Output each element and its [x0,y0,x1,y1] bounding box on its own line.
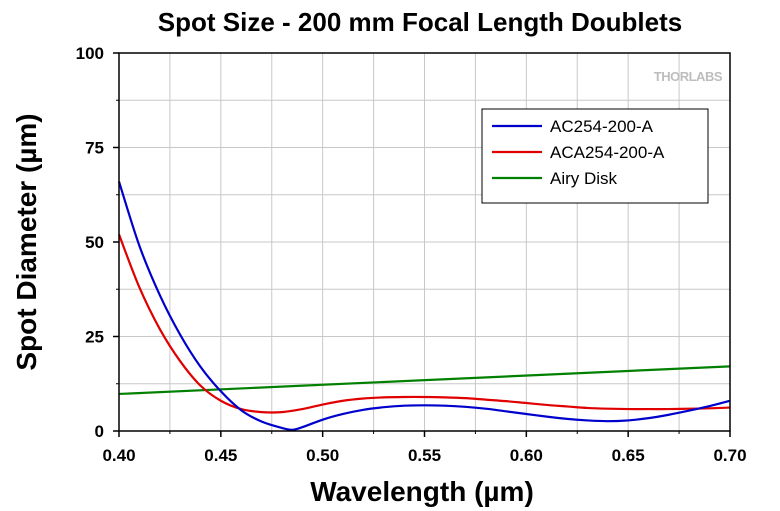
series-line-airy-disk [118,365,731,396]
legend-label-airy-disk: Airy Disk [550,169,618,188]
y-tick-label: 100 [76,44,104,63]
x-tick-label: 0.55 [408,446,441,465]
series-line-ac254-200-a [117,181,731,431]
x-tick-label: 0.50 [306,446,339,465]
y-axis-label: Spot Diameter (µm) [11,113,42,370]
tick-labels: 0.40 0.45 0.50 0.55 0.60 0.65 0.70 0 25 50 75 100 [76,44,747,465]
thorlabs-watermark: THORLABS [654,69,723,84]
x-tick-label: 0.45 [204,446,237,465]
y-tick-label: 75 [85,139,104,158]
legend-box [481,108,709,204]
x-axis-label: Wavelength (µm) [310,476,534,507]
legend-label-aca254-200-a: ACA254-200-A [550,143,665,162]
y-tick-label: 50 [85,233,104,252]
y-tick-label: 0 [95,422,104,441]
x-tick-label: 0.40 [102,446,135,465]
legend: AC254-200-A ACA254-200-A Airy Disk [481,108,709,204]
legend-label-ac254-200-a: AC254-200-A [550,117,654,136]
series-layer [117,181,731,431]
x-tick-label: 0.65 [612,446,645,465]
y-tick-label: 25 [85,328,104,347]
axes [113,52,731,437]
chart-title: Spot Size - 200 mm Focal Length Doublets [158,7,682,37]
x-tick-label: 0.60 [510,446,543,465]
series-line-aca254-200-a [117,234,731,414]
x-tick-label: 0.70 [713,446,746,465]
